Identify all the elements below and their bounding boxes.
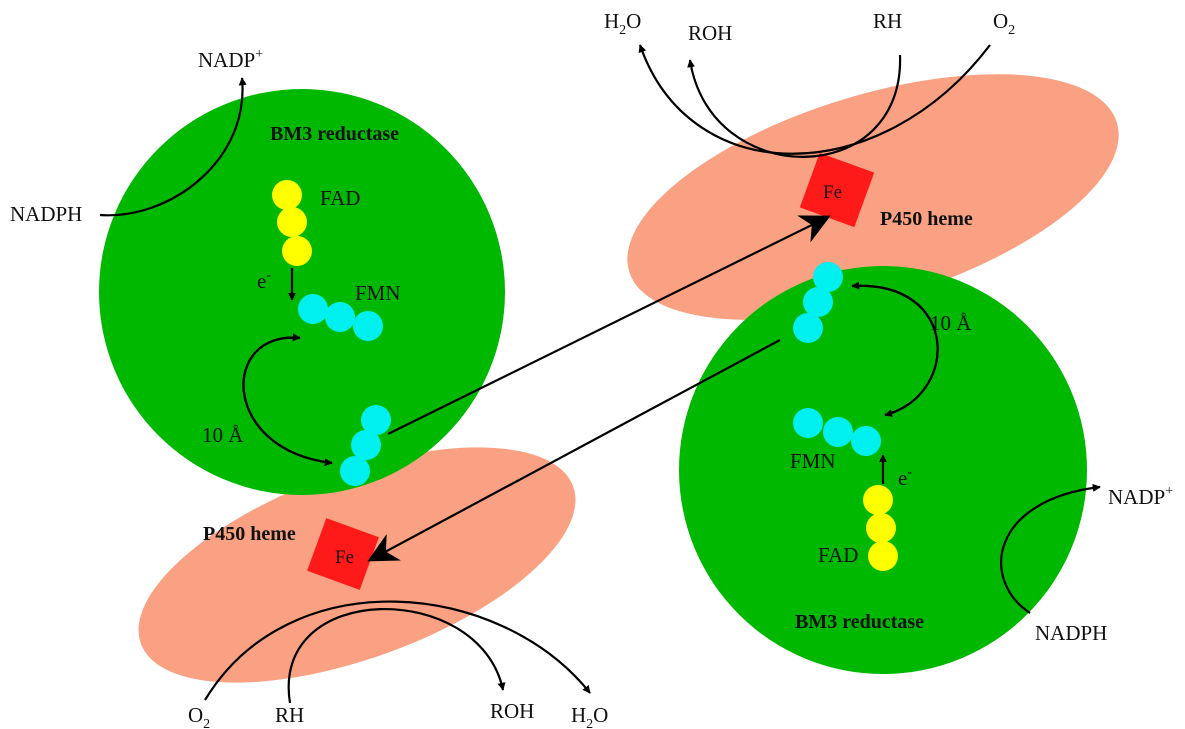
fmn-cofactor-icon [298, 294, 383, 341]
o2-label-top: O2 [993, 9, 1015, 38]
p450-heme-label-top: P450 heme [880, 208, 973, 230]
nadp-label-left: NADP+ [198, 47, 263, 72]
distance-label-right: 10 Å [930, 311, 972, 335]
fmn-cofactor-icon [793, 262, 843, 343]
fad-cofactor-icon [272, 180, 312, 266]
roh-label-bottom: ROH [490, 699, 534, 723]
fad-label: FAD [320, 186, 360, 210]
nadp-label-right: NADP+ [1108, 484, 1173, 509]
fad-label-right: FAD [818, 543, 858, 567]
h2o-label-top: H2O [604, 9, 641, 38]
fe-heme-square-icon [307, 518, 379, 590]
fe-heme-square-icon [799, 152, 875, 228]
fmn-label: FMN [355, 281, 401, 305]
fad-cofactor-icon [863, 485, 898, 571]
reaction-arrow-icon [99, 44, 1101, 704]
rh-label-bottom: RH [275, 703, 304, 727]
o2-label-bottom: O2 [188, 703, 210, 729]
p450-domain-top-right [627, 74, 1119, 320]
electron-label: e- [257, 268, 271, 293]
rh-label-top: RH [873, 9, 902, 33]
nadph-label-right: NADPH [1035, 621, 1107, 645]
electron-label-right: e- [898, 465, 912, 490]
fmn-label-right: FMN [790, 449, 836, 473]
fe-label-top: Fe [823, 182, 842, 203]
roh-label-top: ROH [688, 21, 732, 45]
bm3-reductase-label: BM3 reductase [270, 123, 399, 145]
fmn-cofactor-icon [340, 405, 391, 486]
bm3-reductase-left [99, 89, 505, 495]
p450-heme-label-bottom: P450 heme [203, 523, 296, 545]
distance-label-left: 10 Å [202, 423, 244, 447]
nadph-label-left: NADPH [10, 202, 82, 226]
fmn-cofactor-icon [793, 408, 881, 456]
bm3-reductase-label-right: BM3 reductase [795, 611, 924, 633]
h2o-label-bottom: H2O [571, 703, 608, 729]
fe-label-bottom: Fe [335, 547, 354, 568]
